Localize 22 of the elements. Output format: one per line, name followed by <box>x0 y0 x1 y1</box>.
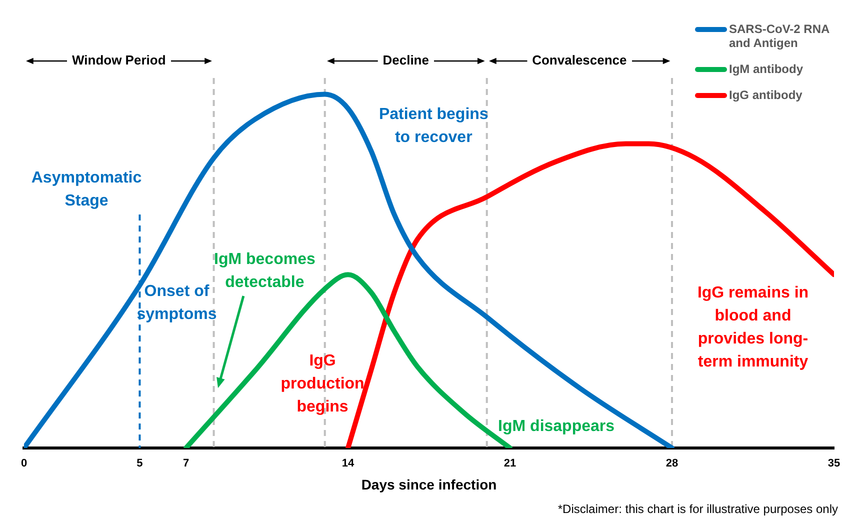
text: Convalescence <box>532 52 627 68</box>
annotation: IgG remains in blood and provides long- term immunity <box>697 284 809 371</box>
annotation: Patient begins to recover <box>378 106 488 146</box>
text: *Disclaimer: this chart is for illustrative purposes only <box>558 502 838 516</box>
legend-label: IgG antibody <box>729 88 802 102</box>
x-tick-label: 7 <box>182 458 190 470</box>
annotation: Asymptomatic Stage <box>31 170 142 210</box>
legend-label: SARS-CoV-2 RNA and Antigen <box>729 22 830 50</box>
annotation: IgM disappears <box>498 418 615 436</box>
legend-label: IgM antibody <box>729 62 803 76</box>
x-tick-label: 21 <box>504 458 516 470</box>
x-tick-label: 35 <box>828 458 840 470</box>
text: Window Period <box>72 52 166 68</box>
annotation: IgG production begins <box>280 352 364 416</box>
text: Decline <box>382 52 429 68</box>
x-tick-label: 5 <box>136 458 143 470</box>
x-tick-label: 14 <box>342 458 355 470</box>
annotation: IgM becomes detectable <box>214 251 316 292</box>
x-tick-label: 0 <box>20 458 28 470</box>
x-tick-label: 28 <box>666 458 678 470</box>
x-axis-title: Days since infection <box>361 476 497 492</box>
annotation: Onset of symptoms <box>136 282 217 323</box>
